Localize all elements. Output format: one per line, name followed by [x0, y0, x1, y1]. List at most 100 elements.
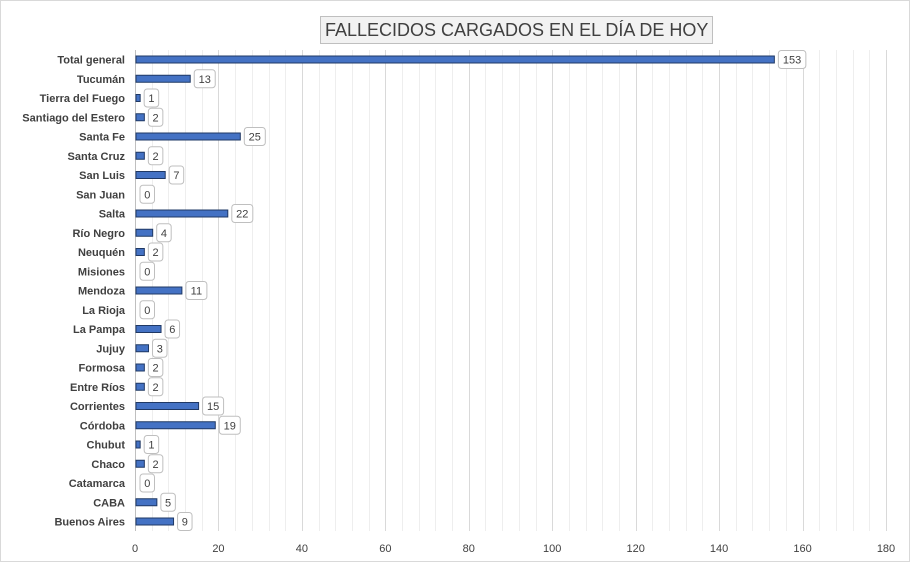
- data-label-box: [143, 435, 160, 454]
- bar: [135, 171, 166, 179]
- x-tick-label: 140: [710, 543, 728, 555]
- data-label-box: [185, 281, 208, 300]
- data-label-box: [777, 50, 807, 69]
- category-label: Río Negro: [72, 228, 125, 240]
- bar: [135, 74, 191, 83]
- data-label-box: [147, 146, 164, 166]
- bars: [135, 55, 775, 526]
- bar: [135, 382, 145, 391]
- x-tick-label: 40: [296, 543, 308, 555]
- data-label: 2: [153, 112, 159, 124]
- bar: [135, 113, 145, 122]
- category-label: CABA: [93, 497, 125, 509]
- category-label: Neuquén: [78, 247, 125, 259]
- data-label: 19: [224, 420, 236, 432]
- bar: [135, 55, 775, 64]
- data-label: 2: [153, 363, 159, 375]
- data-label: 3: [157, 343, 163, 355]
- data-label-box: [147, 358, 164, 377]
- category-label: Chubut: [87, 440, 126, 452]
- data-label-box: [177, 512, 193, 531]
- data-label-box: [147, 242, 164, 262]
- data-label-box: [243, 127, 266, 146]
- data-label: 5: [165, 497, 171, 509]
- data-label: 11: [191, 286, 202, 298]
- category-label: La Pampa: [73, 324, 126, 336]
- data-label-box: [202, 396, 225, 416]
- data-label-box: [143, 88, 160, 108]
- bar: [135, 325, 162, 333]
- data-label-box: [139, 473, 155, 493]
- data-label-box: [139, 300, 155, 320]
- data-label: 2: [153, 151, 159, 163]
- bar: [135, 228, 154, 237]
- data-label: 2: [153, 459, 159, 471]
- data-label: 1: [148, 93, 154, 105]
- data-label-box: [193, 69, 216, 89]
- data-label-box: [160, 492, 176, 512]
- data-label-box: [218, 415, 241, 435]
- x-tick-labels: 0 20 40 60 80 100 120 140 160 180: [132, 543, 895, 555]
- data-label: 0: [144, 305, 150, 317]
- data-label: 4: [161, 228, 167, 240]
- category-label: Misiones: [78, 266, 125, 278]
- data-label-box: [147, 107, 164, 127]
- category-label: Tierra del Fuego: [40, 93, 126, 105]
- data-label-box: [147, 454, 164, 474]
- bar: [135, 440, 141, 449]
- category-label: Corrientes: [70, 401, 125, 413]
- data-label-box: [147, 377, 164, 397]
- data-label: 2: [153, 247, 159, 259]
- category-label: Chaco: [91, 459, 125, 471]
- x-tick-label: 120: [626, 543, 644, 555]
- data-label-box: [139, 184, 155, 204]
- data-label: 25: [249, 132, 261, 144]
- x-tick-label: 160: [793, 543, 811, 555]
- category-label: Catamarca: [69, 478, 126, 490]
- category-label: Mendoza: [78, 286, 126, 298]
- bar: [135, 248, 145, 256]
- category-label: Entre Ríos: [70, 382, 125, 394]
- data-label: 9: [182, 517, 188, 529]
- category-label: San Luis: [79, 170, 125, 182]
- bar: [135, 459, 145, 468]
- data-label: 6: [169, 324, 175, 336]
- data-label: 7: [173, 170, 179, 182]
- grid-lines: [135, 50, 887, 531]
- category-label: Córdoba: [80, 420, 126, 432]
- bar: [135, 344, 150, 353]
- x-tick-label: 60: [379, 543, 391, 555]
- data-label: 0: [144, 266, 150, 278]
- bar: [135, 209, 229, 218]
- category-label: Santiago del Estero: [22, 112, 125, 124]
- data-label: 13: [199, 74, 211, 86]
- data-label-box: [156, 223, 172, 243]
- data-label-box: [164, 319, 181, 339]
- bar: [135, 402, 200, 410]
- data-label-box: [152, 338, 168, 358]
- data-label: 1: [148, 440, 154, 452]
- x-tick-label: 100: [543, 543, 561, 555]
- data-label: 0: [144, 189, 150, 201]
- category-label: Salta: [99, 209, 126, 221]
- x-tick-label: 180: [877, 543, 895, 555]
- category-label: La Rioja: [82, 305, 126, 317]
- chart-title: FALLECIDOS CARGADOS EN EL DÍA DE HOY: [320, 16, 714, 44]
- data-label: 0: [144, 478, 150, 490]
- data-label-box: [231, 204, 254, 223]
- bar: [135, 498, 158, 507]
- category-label: Buenos Aires: [54, 517, 125, 529]
- bar: [135, 363, 145, 372]
- x-tick-label: 0: [132, 543, 138, 555]
- data-label: 2: [153, 382, 159, 394]
- data-label: 153: [783, 55, 801, 67]
- category-label: Santa Cruz: [68, 151, 126, 163]
- bar: [135, 132, 241, 141]
- x-tick-label: 80: [463, 543, 475, 555]
- category-labels: Total general Tucumán Tierra del Fuego Sant…: [22, 55, 126, 529]
- data-label-box: [168, 165, 185, 185]
- bar: [135, 94, 141, 102]
- category-label: Tucumán: [77, 74, 125, 86]
